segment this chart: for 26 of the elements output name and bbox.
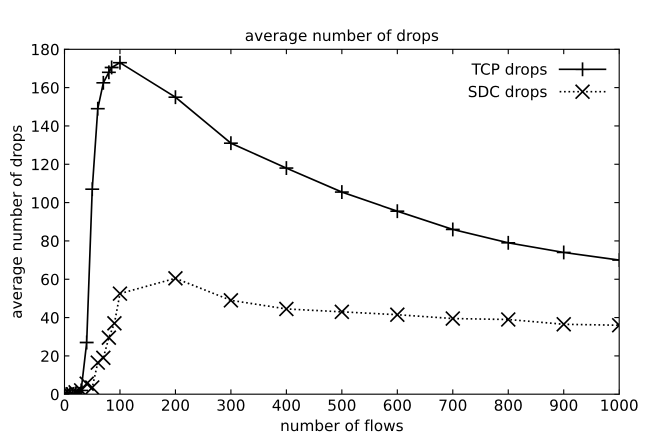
x-tick-label: 100 [107,399,134,411]
x-tick-label: 0 [60,399,68,411]
y-tick-label: 0 [50,388,59,400]
y-tick-label: 160 [32,82,59,94]
legend-label: TCP drops [472,63,547,78]
y-tick-label: 100 [32,197,59,209]
chart-title: average number of drops [246,29,438,44]
x-axis-title: number of flows [281,419,403,432]
x-tick-label: 900 [550,399,578,411]
y-tick-label: 140 [32,120,59,132]
y-tick-label: 20 [41,350,59,362]
x-tick-label: 600 [384,399,411,411]
x-tick-label: 500 [328,399,356,411]
legend-label: SDC drops [468,85,547,100]
x-tick-label: 800 [494,399,522,411]
y-tick-label: 120 [32,158,59,170]
y-axis-title: average number of drops [10,125,25,318]
x-tick-label: 1000 [601,399,638,411]
y-tick-label: 40 [40,312,59,324]
x-tick-label: 300 [217,399,244,411]
x-tick-label: 200 [162,399,190,411]
y-tick-label: 180 [32,44,59,56]
y-tick-label: 60 [41,274,59,286]
x-tick-label: 400 [272,399,300,411]
x-tick-label: 700 [439,399,466,411]
y-tick-label: 80 [41,235,59,247]
